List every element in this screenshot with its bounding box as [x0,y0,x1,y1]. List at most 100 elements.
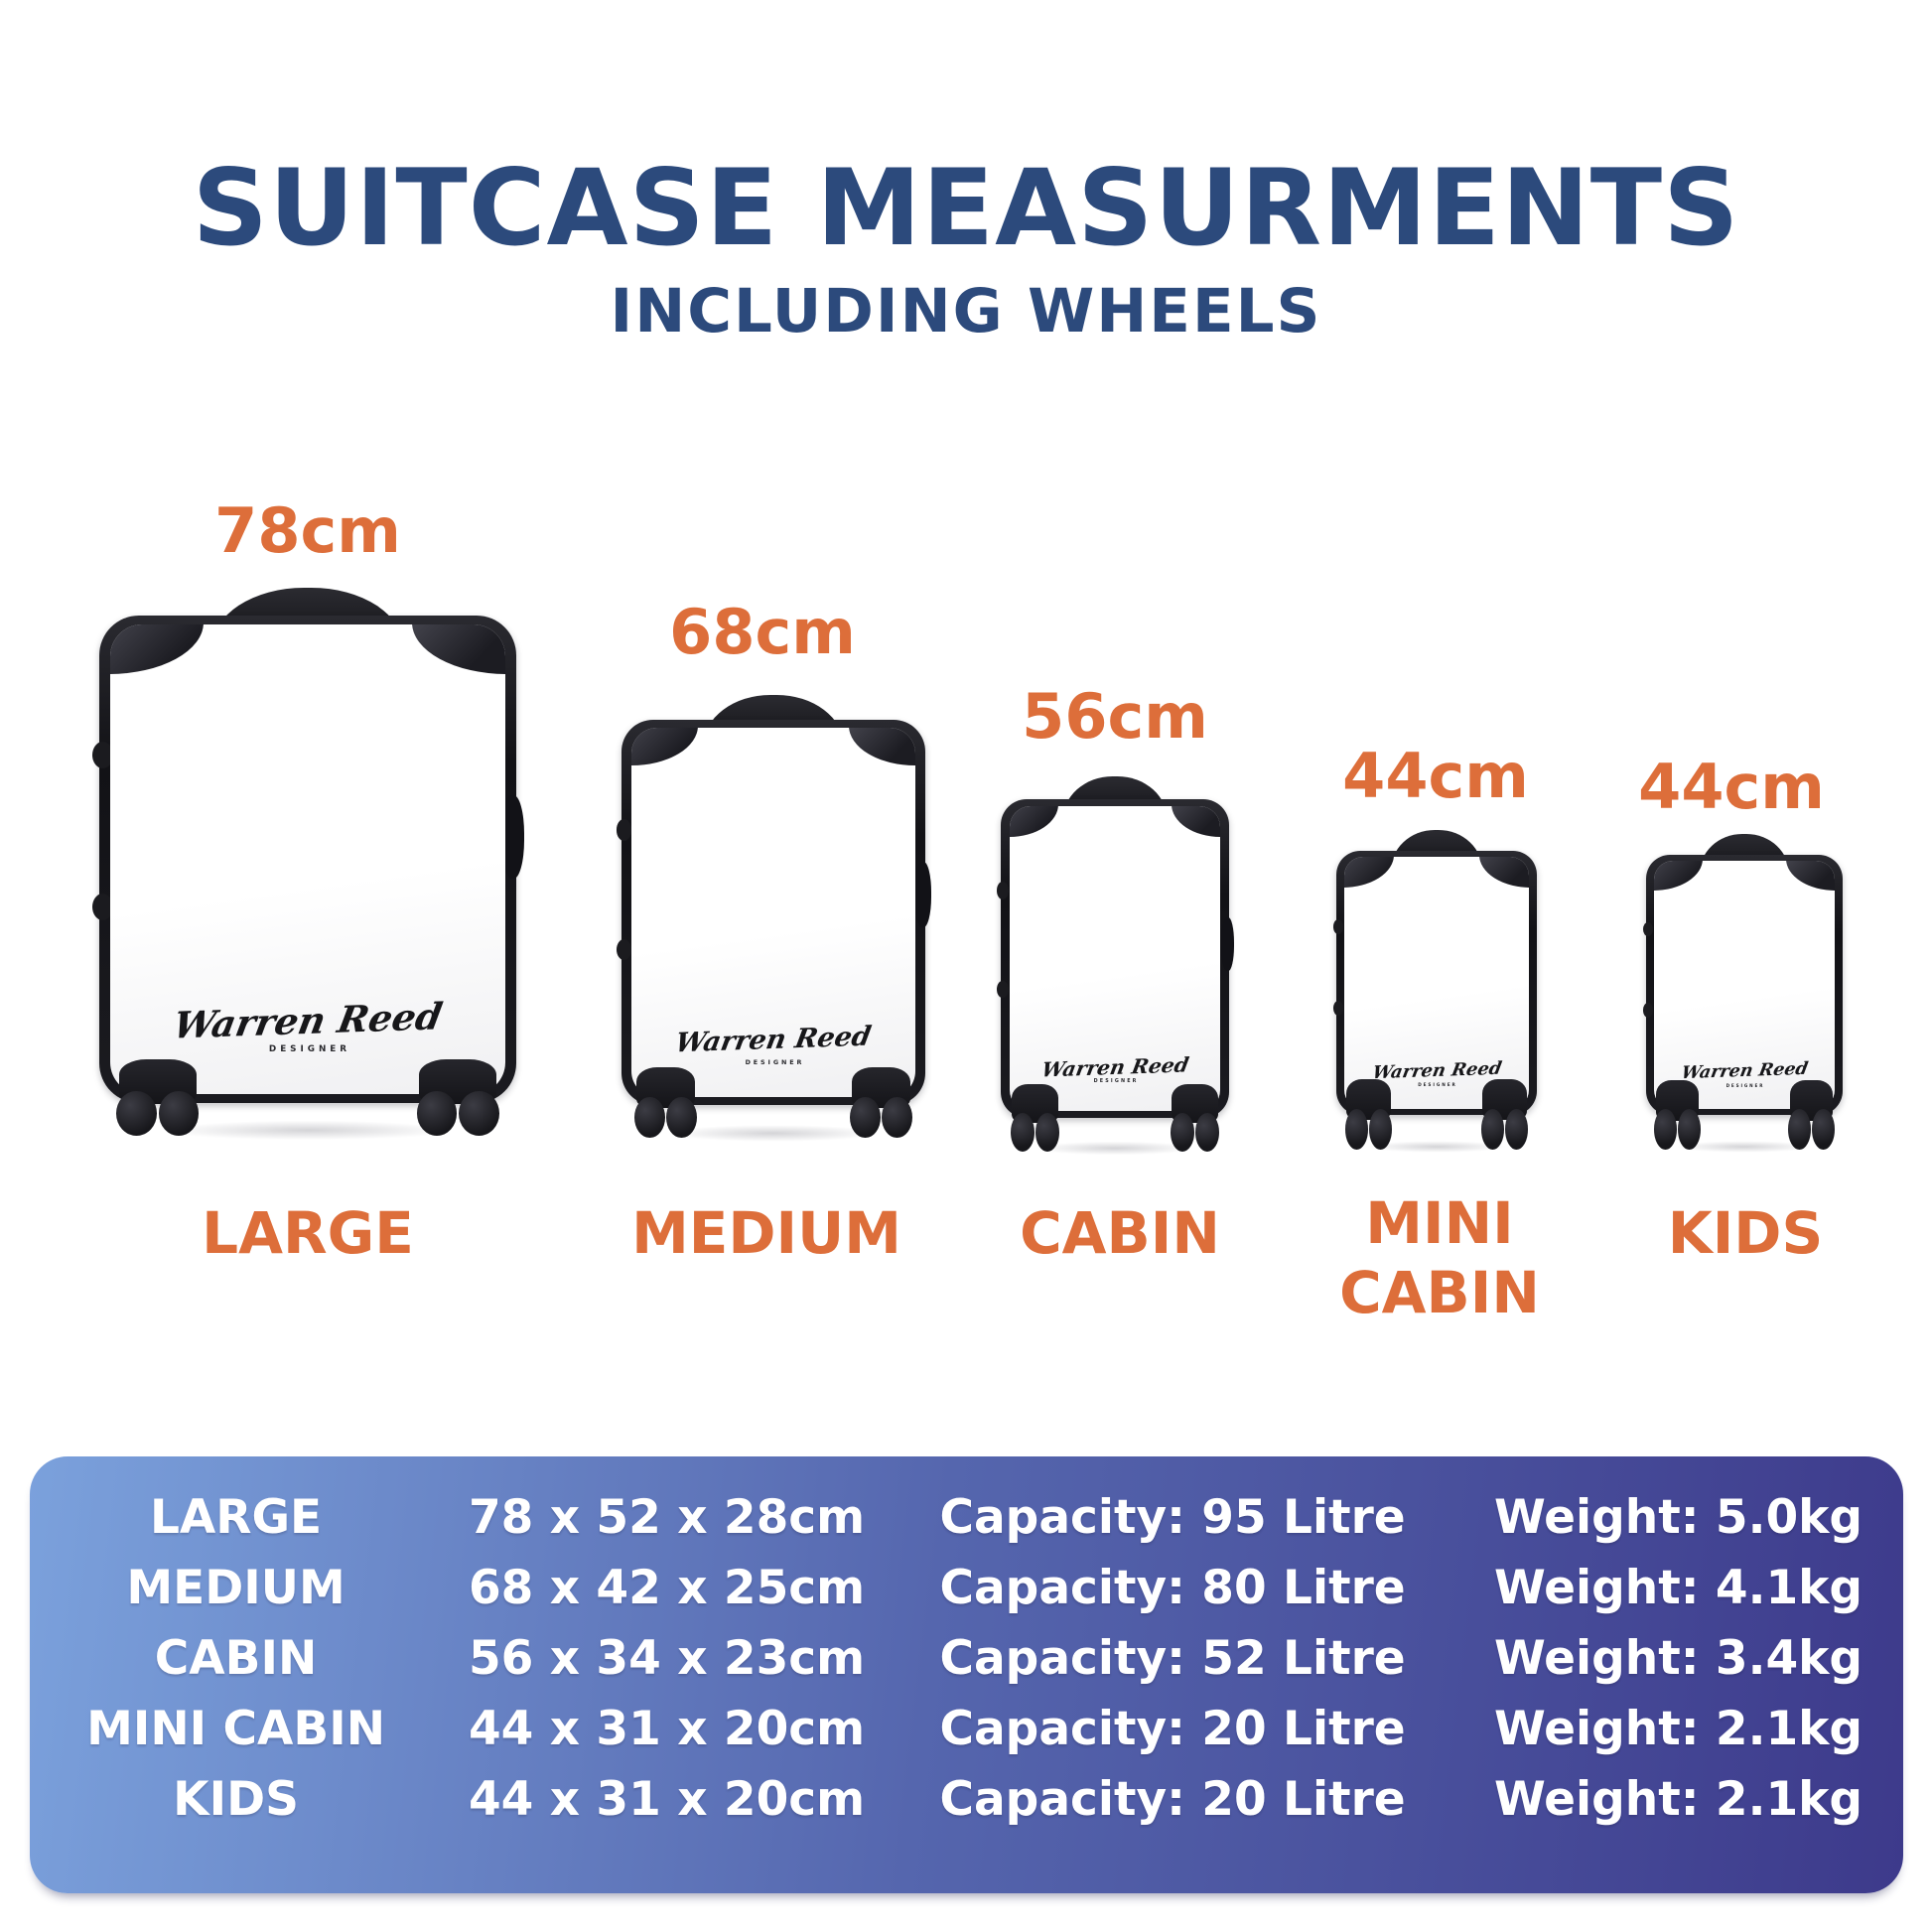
brand-name: Warren Reed [170,994,446,1047]
corner-guard-icon [1172,805,1220,838]
spec-capacity: Capacity: 80 Litre [939,1561,1406,1615]
suitcase-shell: Warren Reed DESIGNER [92,615,525,1103]
spinner-wheel [1787,1080,1837,1150]
side-latch [1332,918,1343,934]
suitcase-mini-cabin: Warren Reed DESIGNER [1332,830,1537,1155]
spinner-wheel [414,1058,501,1136]
name-label-kids: KIDS [1667,1199,1824,1267]
brand-tagline: DESIGNER [745,1057,805,1066]
corner-guard-icon [1344,856,1395,888]
brand-tagline: DESIGNER [1093,1079,1139,1085]
brand-tagline: DESIGNER [1725,1082,1765,1088]
suitcase-shell: Warren Reed DESIGNER [1642,854,1843,1116]
spinner-wheel [1009,1083,1061,1152]
spec-dimensions: 44 x 31 x 20cm [468,1702,866,1756]
brand-logo: Warren Reed DESIGNER [631,1021,915,1066]
spec-name: MEDIUM [126,1561,345,1615]
brand-logo: Warren Reed DESIGNER [1010,1052,1220,1085]
side-latch [617,819,632,841]
spec-capacity: Capacity: 20 Litre [939,1702,1406,1756]
spec-capacity: Capacity: 20 Litre [939,1772,1406,1827]
side-handle [914,862,932,928]
suitcase-face: Warren Reed DESIGNER [1344,856,1529,1109]
side-latch [997,882,1009,899]
spec-name: CABIN [154,1631,318,1686]
spec-weight: Weight: 2.1kg [1494,1772,1863,1827]
spec-name: MINI CABIN [86,1702,386,1756]
side-latch [1332,1001,1343,1016]
suitcase-medium: Warren Reed DESIGNER [617,695,932,1145]
name-label-cabin: CABIN [1020,1199,1220,1267]
suitcase-shell: Warren Reed DESIGNER [617,719,932,1105]
suitcase-face: Warren Reed DESIGNER [1010,805,1220,1111]
size-label-large: 78cm [214,494,401,567]
name-label-large: LARGE [202,1199,414,1267]
spec-weight: Weight: 2.1kg [1494,1702,1863,1756]
brand-name: Warren Reed [1039,1052,1191,1082]
spec-dimensions: 78 x 52 x 28cm [468,1490,866,1545]
brand-tagline: DESIGNER [268,1043,351,1054]
side-handle [1220,916,1234,972]
corner-guard-icon [849,727,915,766]
spinner-wheel [1653,1080,1703,1150]
suitcase-shell: Warren Reed DESIGNER [1332,850,1537,1115]
spec-weight: Weight: 4.1kg [1494,1561,1863,1615]
suitcase-face: Warren Reed DESIGNER [631,727,915,1097]
spec-table: LARGE 78 x 52 x 28cm Capacity: 95 Litre … [30,1456,1903,1893]
side-latch [617,938,632,961]
spinner-wheel [114,1058,202,1136]
spec-dimensions: 68 x 42 x 25cm [468,1561,866,1615]
suitcase-cabin: Warren Reed DESIGNER [997,776,1234,1158]
page-title: SUITCASE MEASURMENTS [192,147,1740,269]
spinner-wheel [1343,1079,1394,1150]
table-row: KIDS 44 x 31 x 20cm Capacity: 20 Litre W… [30,1764,1903,1835]
corner-guard-icon [110,623,204,674]
table-row: MINI CABIN 44 x 31 x 20cm Capacity: 20 L… [30,1694,1903,1764]
spinner-wheel [1479,1079,1530,1150]
suitcase-shell: Warren Reed DESIGNER [997,798,1234,1118]
spec-weight: Weight: 3.4kg [1494,1631,1863,1686]
spec-name: LARGE [149,1490,323,1545]
spec-name: KIDS [173,1772,299,1827]
spinner-wheel [848,1066,914,1138]
name-label-medium: MEDIUM [631,1199,901,1267]
size-label-cabin: 56cm [1022,680,1208,753]
table-row: CABIN 56 x 34 x 23cm Capacity: 52 Litre … [30,1623,1903,1694]
brand-logo: Warren Reed DESIGNER [110,994,505,1054]
suitcase-face: Warren Reed DESIGNER [1654,860,1835,1110]
spec-dimensions: 44 x 31 x 20cm [468,1772,866,1827]
suitcase-large: Warren Reed DESIGNER [92,588,525,1145]
name-label-mini-cabin: MINI CABIN [1339,1189,1540,1326]
side-latch [92,742,114,769]
brand-tagline: DESIGNER [1418,1081,1457,1087]
suitcase-face: Warren Reed DESIGNER [110,623,505,1094]
spinner-wheel [632,1066,699,1138]
corner-guard-icon [412,623,505,674]
brand-logo: Warren Reed DESIGNER [1344,1058,1529,1087]
corner-guard-icon [1010,805,1058,838]
page-subtitle: INCLUDING WHEELS [610,276,1322,346]
side-handle [501,795,525,879]
spec-capacity: Capacity: 95 Litre [939,1490,1406,1545]
size-label-kids: 44cm [1638,751,1825,823]
ground-shadow [1005,1138,1225,1158]
ground-shadow [627,1122,919,1145]
spec-capacity: Capacity: 52 Litre [939,1631,1406,1686]
suitcase-kids: Warren Reed DESIGNER [1642,834,1843,1155]
corner-guard-icon [1478,856,1529,888]
side-latch [92,893,114,920]
spinner-wheel [1169,1083,1221,1152]
size-label-medium: 68cm [669,596,856,668]
table-row: MEDIUM 68 x 42 x 25cm Capacity: 80 Litre… [30,1553,1903,1623]
brand-name: Warren Reed [673,1021,875,1059]
size-label-mini-cabin: 44cm [1342,740,1529,812]
brand-logo: Warren Reed DESIGNER [1654,1059,1835,1088]
corner-guard-icon [1786,860,1835,892]
corner-guard-icon [1654,860,1703,892]
spec-dimensions: 56 x 34 x 23cm [468,1631,866,1686]
spec-weight: Weight: 5.0kg [1494,1490,1863,1545]
side-latch [1642,921,1653,937]
corner-guard-icon [631,727,698,766]
side-latch [997,980,1009,999]
